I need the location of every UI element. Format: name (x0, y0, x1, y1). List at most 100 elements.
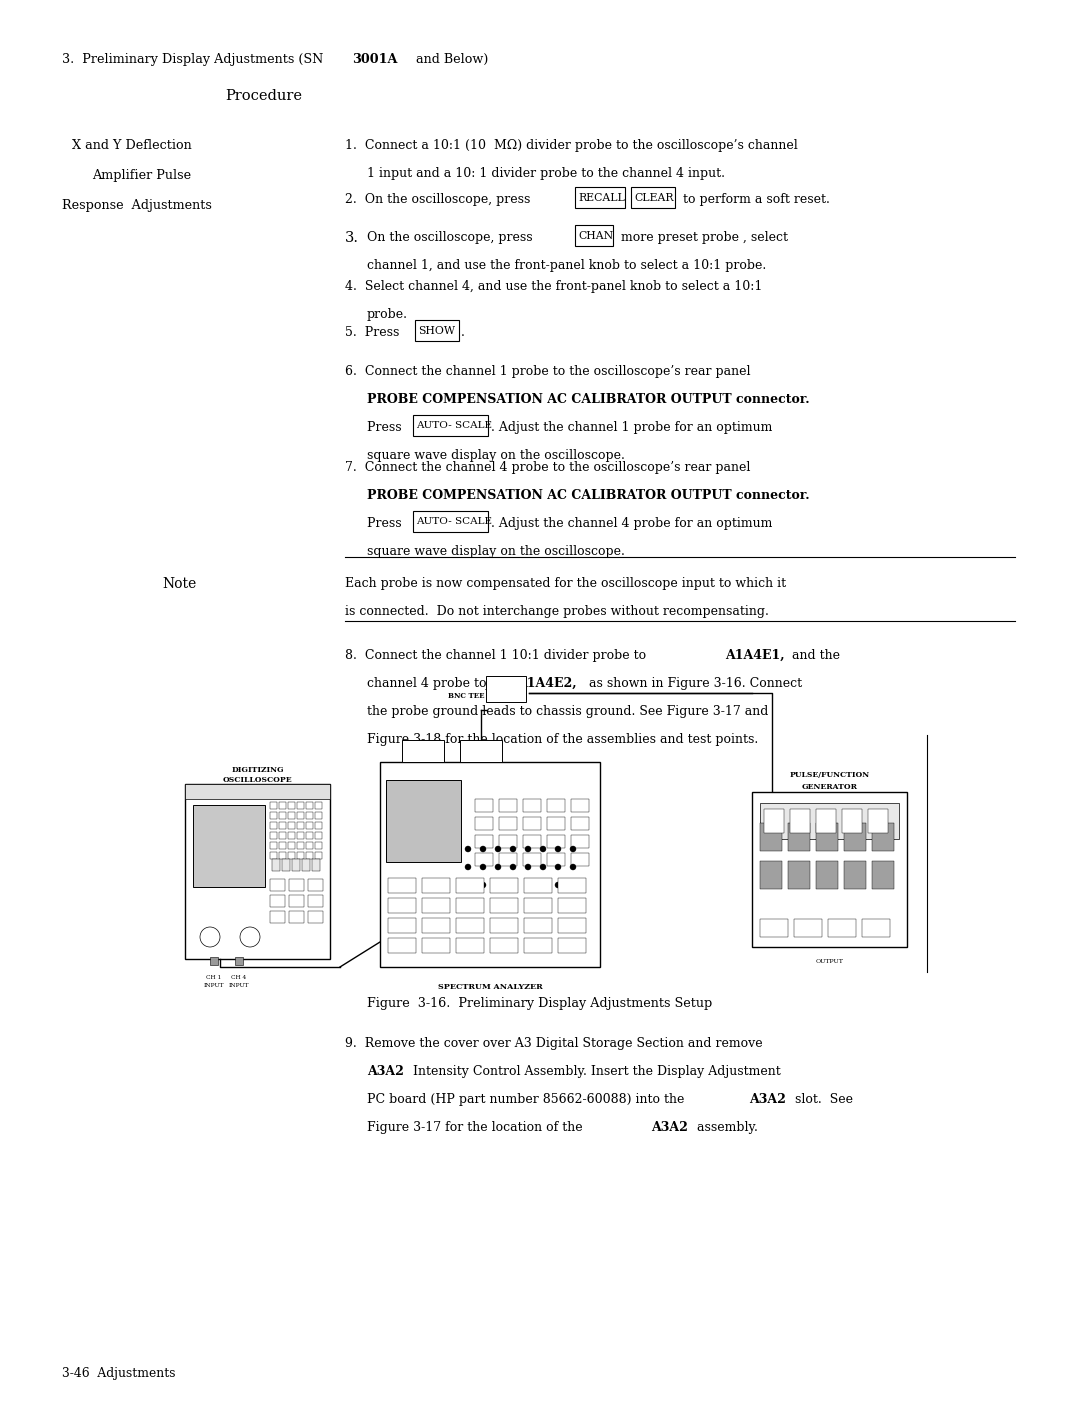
Bar (292, 859, 300, 871)
Circle shape (465, 845, 471, 852)
Bar (524, 919, 552, 933)
Text: X and Y Deflection: X and Y Deflection (72, 139, 192, 152)
Bar (456, 898, 484, 913)
Circle shape (240, 927, 260, 947)
Text: assembly.: assembly. (693, 1122, 758, 1134)
Text: DIGITIZING: DIGITIZING (231, 766, 284, 774)
Text: A1A4E2,: A1A4E2, (517, 676, 577, 690)
Bar (456, 938, 484, 952)
Text: PROBE COMPENSATION AC CALIBRATOR OUTPUT connector.: PROBE COMPENSATION AC CALIBRATOR OUTPUT … (367, 393, 810, 406)
Bar (388, 919, 416, 933)
Bar (270, 821, 276, 828)
Bar (270, 843, 276, 850)
Text: and Below): and Below) (408, 54, 488, 66)
Bar (297, 831, 303, 838)
Circle shape (570, 882, 576, 888)
Text: Amplifier Pulse: Amplifier Pulse (92, 169, 191, 182)
Bar (288, 802, 295, 809)
Bar (760, 861, 782, 889)
Circle shape (570, 864, 576, 869)
Text: AUTO- SCALE: AUTO- SCALE (416, 517, 492, 526)
Text: 9.  Remove the cover over A3 Digital Storage Section and remove: 9. Remove the cover over A3 Digital Stor… (345, 1037, 762, 1050)
Bar (546, 799, 565, 812)
Bar (302, 859, 310, 871)
Bar (282, 859, 291, 871)
Text: is connected.  Do not interchange probes without recompensating.: is connected. Do not interchange probes … (345, 604, 769, 619)
Bar (288, 812, 295, 819)
Text: and the: and the (792, 650, 840, 662)
Bar (279, 821, 286, 828)
Circle shape (555, 882, 561, 888)
Bar (523, 852, 541, 867)
Circle shape (480, 882, 486, 888)
Circle shape (495, 882, 501, 888)
Bar (288, 843, 295, 850)
Bar (499, 799, 517, 812)
Bar (306, 812, 313, 819)
Circle shape (540, 845, 546, 852)
Bar (794, 919, 822, 937)
Text: CLEAR: CLEAR (634, 193, 674, 203)
Text: A1A4E1: A1A4E1 (469, 748, 494, 754)
Text: as shown in Figure 3-16. Connect: as shown in Figure 3-16. Connect (585, 676, 802, 690)
Text: Figure 3-18 for the location of the assemblies and test points.: Figure 3-18 for the location of the asse… (367, 733, 758, 745)
Bar (456, 919, 484, 933)
Text: Press: Press (367, 421, 406, 434)
Bar (306, 843, 313, 850)
Text: GENERATOR: GENERATOR (801, 783, 858, 790)
Text: 3.: 3. (345, 231, 359, 245)
Bar (558, 878, 586, 893)
Bar (279, 802, 286, 809)
Circle shape (510, 845, 516, 852)
Bar (297, 802, 303, 809)
Text: Note: Note (162, 578, 197, 590)
Circle shape (525, 845, 531, 852)
Bar (456, 878, 484, 893)
Bar (422, 898, 450, 913)
Bar (306, 831, 313, 838)
Text: .: . (461, 325, 464, 340)
Bar (388, 898, 416, 913)
Bar (380, 762, 600, 967)
Bar (288, 831, 295, 838)
Bar (524, 938, 552, 952)
Text: On the oscilloscope, press: On the oscilloscope, press (367, 231, 537, 244)
Text: more preset probe , select: more preset probe , select (617, 231, 788, 244)
Bar (558, 938, 586, 952)
Bar (422, 919, 450, 933)
Bar (524, 878, 552, 893)
Bar (386, 781, 461, 862)
Bar (270, 912, 285, 923)
Circle shape (510, 882, 516, 888)
Bar (288, 821, 295, 828)
Bar (308, 912, 323, 923)
Text: 3-46  Adjustments: 3-46 Adjustments (62, 1367, 175, 1379)
Bar (571, 799, 589, 812)
Bar (279, 843, 286, 850)
Bar (415, 320, 459, 341)
Bar (558, 919, 586, 933)
Bar (475, 799, 492, 812)
Text: 7.  Connect the channel 4 probe to the oscilloscope’s rear panel: 7. Connect the channel 4 probe to the os… (345, 461, 751, 473)
Bar (312, 859, 320, 871)
Bar (315, 802, 322, 809)
Bar (571, 836, 589, 848)
Circle shape (540, 882, 546, 888)
Bar (546, 817, 565, 830)
Bar (760, 803, 899, 838)
Bar (297, 852, 303, 859)
Text: Procedure: Procedure (225, 89, 302, 103)
Bar (571, 817, 589, 830)
Bar (523, 836, 541, 848)
Bar (193, 805, 265, 888)
Text: CH 4: CH 4 (231, 975, 246, 981)
Bar (486, 676, 526, 702)
Text: SPECTRUM ANALYZER: SPECTRUM ANALYZER (437, 983, 542, 991)
Bar (499, 836, 517, 848)
Bar (315, 821, 322, 828)
Bar (272, 859, 280, 871)
Text: 3001A: 3001A (352, 54, 397, 66)
Bar (270, 852, 276, 859)
Bar (842, 809, 862, 833)
Circle shape (570, 845, 576, 852)
